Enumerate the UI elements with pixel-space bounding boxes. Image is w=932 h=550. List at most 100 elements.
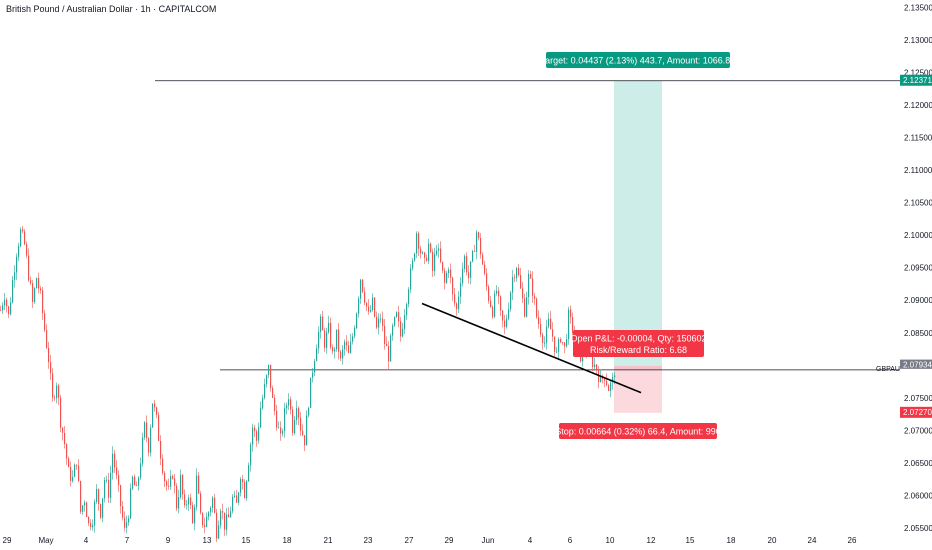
candle — [98, 488, 100, 511]
candle — [486, 268, 488, 291]
candle — [84, 500, 86, 512]
candle — [50, 354, 52, 380]
candle — [532, 271, 534, 303]
candle — [122, 501, 124, 521]
candle — [530, 270, 532, 280]
candle — [120, 484, 122, 514]
price-badge-text: 2.07930 — [903, 370, 932, 379]
candle — [228, 507, 230, 518]
candle — [372, 293, 374, 312]
candle — [272, 385, 274, 399]
candle — [554, 336, 556, 357]
candle — [304, 435, 306, 452]
candle — [556, 346, 558, 354]
candle — [140, 457, 142, 480]
time-tick-label: 10 — [606, 536, 615, 545]
candle — [112, 446, 114, 480]
candle — [498, 287, 500, 305]
time-tick-label: 4 — [528, 536, 533, 545]
candle — [212, 496, 214, 513]
candle — [332, 344, 334, 355]
candle — [570, 305, 572, 324]
candle — [406, 302, 408, 321]
candle — [246, 479, 248, 501]
candle — [300, 412, 302, 436]
candle — [350, 333, 352, 354]
candle — [160, 435, 162, 466]
candle — [236, 490, 238, 503]
candle — [248, 462, 250, 482]
candle — [480, 233, 482, 259]
time-axis[interactable]: 29 May 4 7 9 13 15 18 21 23 27 29 Jun 4 6 10 12 15 18 20 24 2… — [3, 536, 857, 545]
candle — [338, 323, 340, 360]
candle — [518, 263, 520, 277]
price-badge-text: 2.12371 — [903, 76, 932, 85]
candle — [28, 248, 30, 283]
price-badge: 2.12371 — [900, 74, 932, 86]
price-tick-label: 2.12500 — [904, 68, 932, 77]
candle — [362, 279, 364, 294]
target-label-box — [546, 52, 730, 68]
profit-zone[interactable] — [614, 80, 662, 370]
candle — [502, 310, 504, 328]
candle — [290, 396, 292, 415]
candle — [310, 377, 312, 409]
candle — [492, 305, 494, 319]
candle — [360, 278, 362, 304]
candle — [4, 292, 6, 311]
candle — [424, 251, 426, 265]
candle — [134, 474, 136, 486]
candle — [544, 336, 546, 348]
candle — [334, 346, 336, 359]
candle — [256, 429, 258, 447]
candle — [458, 291, 460, 314]
candle — [314, 359, 316, 377]
candle — [352, 333, 354, 345]
time-tick-label: 12 — [647, 536, 656, 545]
price-tick-label: 2.11500 — [904, 133, 932, 142]
time-tick-label: May — [38, 536, 53, 545]
candle — [378, 313, 380, 335]
trendline[interactable] — [421, 302, 642, 394]
candle — [546, 319, 548, 350]
candle — [36, 277, 38, 289]
target-label[interactable]: Target: 0.04437 (2.13%) 443.7, Amount: 1… — [541, 52, 736, 68]
candle — [440, 241, 442, 264]
time-tick-label: 4 — [84, 536, 89, 545]
candle — [572, 312, 574, 341]
time-tick-label: 29 — [445, 536, 454, 545]
candle — [550, 310, 552, 330]
candle — [394, 316, 396, 328]
candle — [296, 400, 298, 425]
price-tick-label: 2.11000 — [904, 166, 932, 175]
candle — [188, 494, 190, 511]
candle — [200, 490, 202, 515]
price-tick-label: 2.10000 — [904, 231, 932, 240]
candle — [182, 474, 184, 500]
candle — [392, 323, 394, 341]
candle — [328, 315, 330, 335]
candle — [0, 305, 2, 312]
candle — [258, 422, 260, 445]
price-axis[interactable]: 2.13500 2.13000 2.12500 2.12000 2.11500 2.110… — [904, 3, 932, 533]
candle — [106, 475, 108, 484]
candle — [410, 264, 412, 294]
candle — [306, 410, 308, 446]
candle — [512, 270, 514, 301]
candle — [170, 469, 172, 490]
candle — [324, 327, 326, 352]
price-tick-label: 2.05500 — [904, 524, 932, 533]
candle — [504, 314, 506, 335]
candle — [462, 262, 464, 287]
candle — [44, 309, 46, 333]
stop-label[interactable]: Stop: 0.00664 (0.32%) 66.4, Amount: 990 — [555, 423, 721, 439]
stop-label-text: Stop: 0.00664 (0.32%) 66.4, Amount: 990 — [555, 427, 721, 437]
open-pnl-label[interactable]: Open P&L: -0.00004, Qty: 150602 Risk/Rew… — [570, 330, 707, 357]
candle — [196, 468, 198, 511]
candle — [552, 322, 554, 342]
candle — [468, 264, 470, 284]
candle — [268, 364, 270, 379]
candle — [356, 312, 358, 330]
candle — [74, 463, 76, 478]
